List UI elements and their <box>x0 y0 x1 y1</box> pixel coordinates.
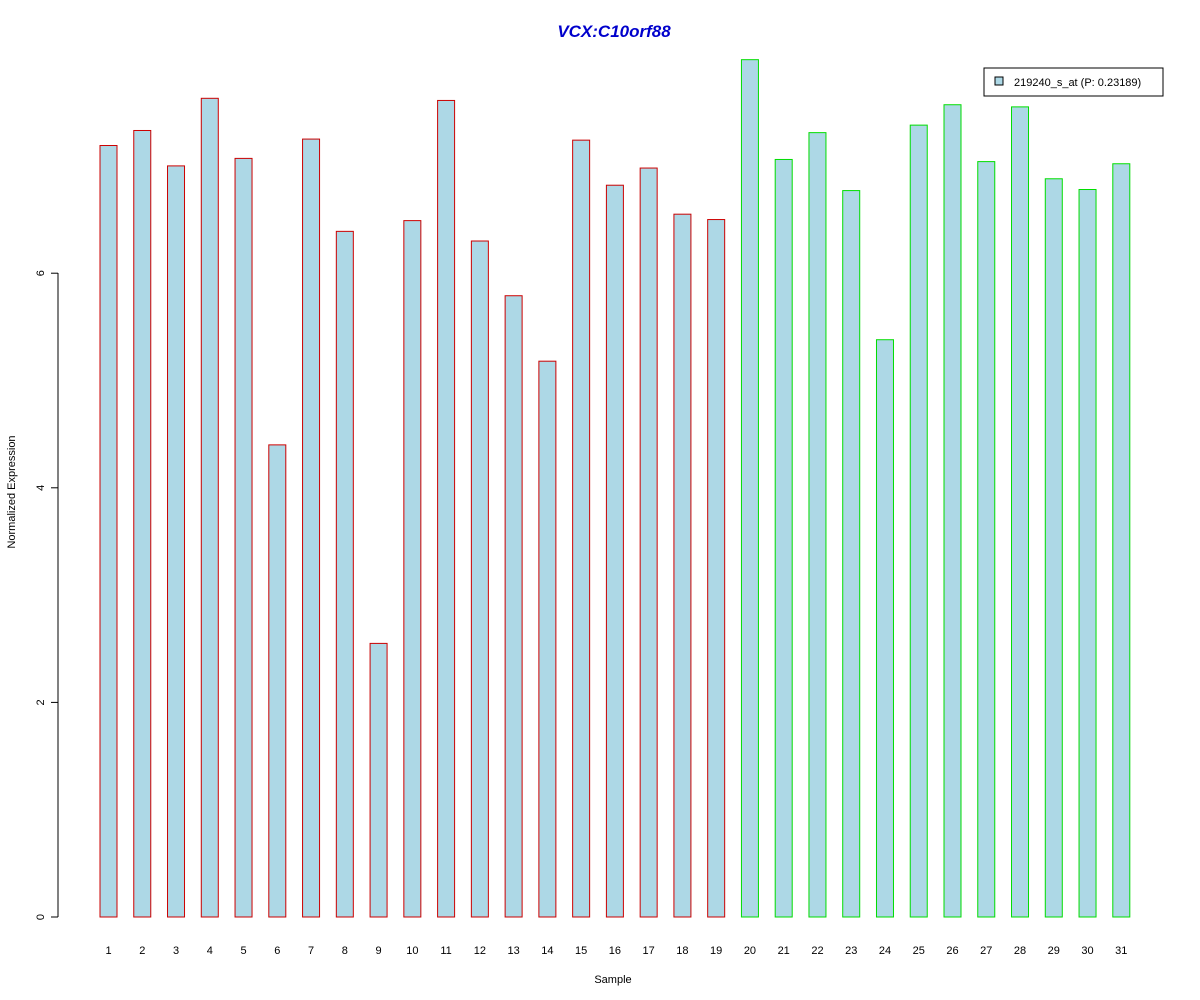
x-tick-label: 27 <box>980 945 992 957</box>
x-tick-label: 1 <box>105 945 111 957</box>
bar-sample-29 <box>1044 178 1063 918</box>
bar-sample-11 <box>437 99 456 918</box>
x-tick-label: 12 <box>474 945 486 957</box>
bar-sample-3 <box>167 165 186 918</box>
bar-sample-20 <box>740 59 759 918</box>
bar-sample-15 <box>572 139 591 918</box>
bar-sample-21 <box>774 158 793 918</box>
x-tick-label: 30 <box>1081 945 1093 957</box>
bar-sample-16 <box>605 184 624 918</box>
bar-sample-1 <box>99 145 118 918</box>
x-tick-labels: 1 2 3 4 5 6 7 8 9 10 11 12 13 14 15 16 17 18 19 20 21 22 23 24 2… <box>105 945 1127 957</box>
bar-sample-25 <box>909 124 928 918</box>
x-tick-label: 17 <box>643 945 655 957</box>
bar-sample-31 <box>1112 163 1131 918</box>
x-tick-label: 22 <box>811 945 823 957</box>
x-tick-label: 20 <box>744 945 756 957</box>
bar-sample-12 <box>470 240 489 918</box>
bar-sample-17 <box>639 167 658 918</box>
y-tick-label: 0 <box>35 914 47 920</box>
y-tick-label: 2 <box>35 699 47 705</box>
x-tick-label: 9 <box>376 945 382 957</box>
bar-sample-7 <box>302 138 321 918</box>
x-tick-label: 31 <box>1115 945 1127 957</box>
legend-box <box>983 67 1164 97</box>
legend-swatch <box>994 76 1004 86</box>
x-tick-label: 10 <box>406 945 418 957</box>
bar-sample-14 <box>538 360 557 918</box>
bar-sample-13 <box>504 295 523 918</box>
chart-title: VCX:C10orf88 <box>557 22 671 41</box>
bar-sample-27 <box>977 161 996 918</box>
bar-sample-8 <box>335 230 354 918</box>
x-tick-label: 5 <box>240 945 246 957</box>
bar-sample-19 <box>707 219 726 918</box>
x-tick-label: 3 <box>173 945 179 957</box>
x-tick-label: 4 <box>207 945 213 957</box>
legend: 219240_s_at (P: 0.23189) <box>983 67 1164 97</box>
x-tick-label: 15 <box>575 945 587 957</box>
bar-sample-22 <box>808 132 827 918</box>
bar-sample-26 <box>943 104 962 918</box>
bar-sample-2 <box>133 129 152 918</box>
x-tick-label: 11 <box>440 945 451 957</box>
x-tick-label: 14 <box>541 945 553 957</box>
x-tick-label: 16 <box>609 945 621 957</box>
x-tick-label: 7 <box>308 945 314 957</box>
legend-label: 219240_s_at (P: 0.23189) <box>1014 77 1141 89</box>
y-axis-label: Normalized Expression <box>6 435 18 548</box>
bar-sample-5 <box>234 157 253 918</box>
bar-sample-18 <box>673 213 692 918</box>
x-tick-label: 6 <box>274 945 280 957</box>
bar-sample-24 <box>875 339 894 918</box>
y-tick-label: 6 <box>35 270 47 276</box>
bar-sample-4 <box>200 97 219 918</box>
bar-sample-6 <box>268 444 287 918</box>
x-tick-label: 24 <box>879 945 891 957</box>
bar-sample-23 <box>842 190 861 918</box>
x-tick-label: 21 <box>778 945 790 957</box>
x-tick-label: 28 <box>1014 945 1026 957</box>
bar-sample-30 <box>1078 189 1097 918</box>
x-tick-label: 29 <box>1048 945 1060 957</box>
bar-sample-28 <box>1011 106 1030 918</box>
x-tick-label: 23 <box>845 945 857 957</box>
x-tick-label: 18 <box>676 945 688 957</box>
bar-sample-10 <box>403 220 422 918</box>
x-tick-label: 13 <box>507 945 519 957</box>
y-ticks: 0 2 4 6 <box>35 270 58 920</box>
x-tick-label: 26 <box>946 945 958 957</box>
y-tick-label: 4 <box>35 485 47 491</box>
x-tick-label: 25 <box>913 945 925 957</box>
bar-sample-9 <box>369 642 388 918</box>
x-tick-label: 8 <box>342 945 348 957</box>
x-tick-label: 2 <box>139 945 145 957</box>
x-axis-label: Sample <box>594 974 631 986</box>
x-tick-label: 19 <box>710 945 722 957</box>
bars <box>99 59 1131 918</box>
